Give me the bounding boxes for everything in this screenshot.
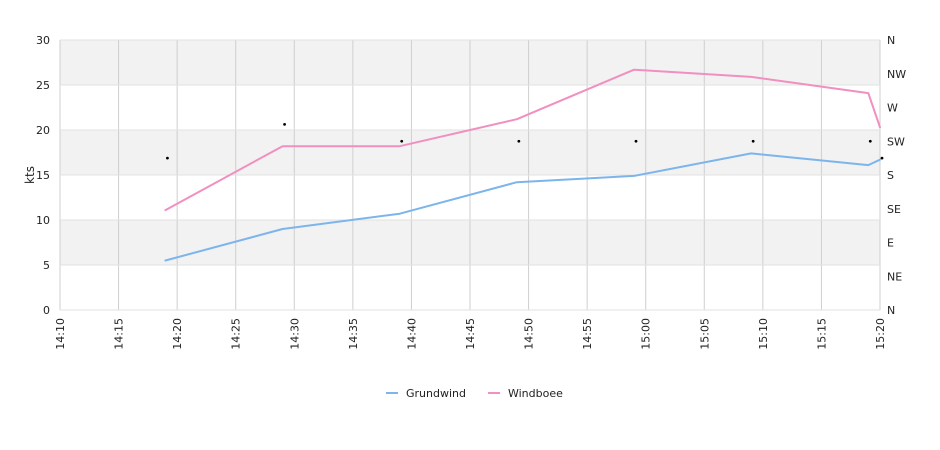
x-tick-label: 14:50 (523, 318, 536, 350)
x-tick-label: 15:20 (874, 318, 887, 350)
y2-tick-label: SW (887, 135, 905, 148)
y2-tick-label: N (887, 304, 895, 317)
x-tick-label: 15:00 (640, 318, 653, 350)
x-tick-label: 14:45 (464, 318, 477, 350)
direction-marker[interactable] (400, 139, 404, 143)
y-tick-label: 10 (36, 214, 50, 227)
x-tick-label: 14:25 (230, 318, 243, 350)
x-tick-label: 14:40 (405, 318, 418, 350)
y-tick-label: 15 (36, 169, 50, 182)
direction-marker[interactable] (517, 139, 521, 143)
x-tick-label: 14:20 (171, 318, 184, 350)
x-axis-ticks: 14:10 14:15 14:20 14:25 14:30 14:35 14:40 14:45… (54, 318, 887, 350)
y2-tick-label: NE (887, 270, 902, 283)
y2-tick-label: E (887, 237, 894, 250)
legend-label[interactable]: Windboee (508, 387, 563, 400)
x-tick-label: 14:15 (113, 318, 126, 350)
x-tick-label: 15:05 (698, 318, 711, 350)
legend-label[interactable]: Grundwind (406, 387, 466, 400)
x-tick-label: 14:10 (54, 318, 67, 350)
y-tick-label: 0 (43, 304, 50, 317)
x-tick-label: 15:10 (757, 318, 770, 350)
horizontal-gridlines (60, 39, 880, 311)
y2-tick-label: NW (887, 68, 906, 81)
direction-marker[interactable] (751, 139, 755, 143)
y2-tick-label: SE (887, 203, 901, 216)
series-lines (164, 68, 881, 262)
y-tick-label: 25 (36, 79, 50, 92)
direction-markers (166, 122, 884, 160)
series-line-windboee[interactable] (164, 68, 881, 212)
y-tick-label: 20 (36, 124, 50, 137)
direction-marker[interactable] (634, 139, 638, 143)
y-axis-ticks: 0 5 10 15 20 25 30 (36, 34, 50, 317)
direction-marker[interactable] (880, 156, 884, 160)
y2-axis-ticks: N NE E SE S SW W NW N (887, 34, 906, 317)
y-tick-label: 5 (43, 259, 50, 272)
x-tick-label: 14:30 (288, 318, 301, 350)
series-line-grundwind[interactable] (164, 152, 881, 262)
y2-tick-label: W (887, 102, 898, 115)
x-tick-label: 14:55 (581, 318, 594, 350)
y2-tick-label: N (887, 34, 895, 47)
direction-marker[interactable] (868, 139, 872, 143)
direction-marker[interactable] (166, 156, 169, 160)
legend[interactable]: Grundwind Windboee (386, 387, 563, 400)
y-axis-title: kts (23, 166, 37, 184)
direction-marker[interactable] (283, 122, 286, 126)
y2-tick-label: S (887, 169, 894, 182)
x-tick-label: 14:35 (347, 318, 360, 350)
x-tick-label: 15:15 (815, 318, 828, 350)
y-tick-label: 30 (36, 34, 50, 47)
